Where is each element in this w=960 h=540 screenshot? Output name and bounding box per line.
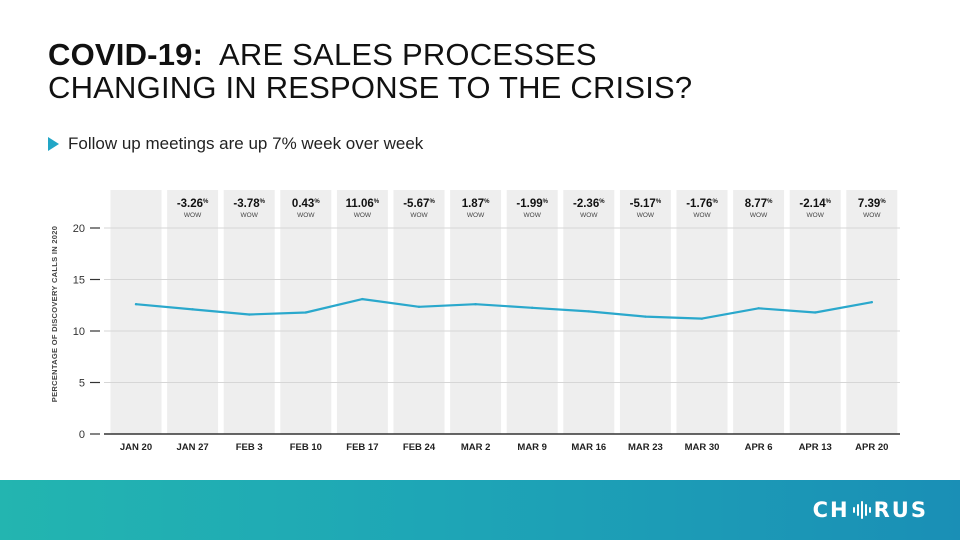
wow-value-label: 11.06% (346, 198, 380, 210)
x-tick-label: FEB 3 (236, 442, 263, 453)
data-point (814, 311, 817, 314)
wow-value-label: -5.67% (403, 198, 435, 210)
wow-value-label: -1.76% (686, 198, 718, 210)
column-band-13 (846, 190, 898, 434)
title-bold: COVID-19: (48, 37, 204, 72)
wow-value-label: 8.77% (745, 198, 773, 210)
data-point (700, 317, 704, 320)
data-point (304, 311, 307, 314)
x-tick-label: MAR 16 (571, 442, 606, 453)
column-band-7 (506, 190, 558, 434)
column-band-0 (110, 190, 162, 434)
data-point (870, 300, 873, 304)
wow-value-label: 1.87% (462, 198, 490, 210)
data-point (191, 308, 194, 311)
wow-caption: WOW (863, 212, 881, 219)
wow-caption: WOW (410, 212, 428, 219)
page-title: COVID-19: ARE SALES PROCESSES CHANGING I… (48, 38, 692, 104)
wow-caption: WOW (467, 212, 485, 219)
y-tick-label: 0 (79, 429, 85, 441)
wow-value-label: -2.36% (573, 198, 605, 210)
y-tick-label: 15 (73, 275, 85, 287)
line-chart: 0 5 10 15 20 PERCENTAGE OF DISCOVERY CALLS IN… (50, 190, 900, 453)
footer-band: CH RUS (0, 480, 960, 540)
x-tick-label: JAN 27 (176, 442, 208, 453)
subtitle: Follow up meetings are up 7% week over w… (68, 134, 424, 153)
wow-caption: WOW (524, 212, 542, 219)
wow-value-label: -3.78% (233, 198, 265, 210)
wow-caption: WOW (184, 212, 202, 219)
y-tick-label: 20 (73, 223, 85, 235)
x-tick-label: MAR 30 (685, 442, 720, 453)
title-line-2: CHANGING IN RESPONSE TO THE CRISIS? (48, 70, 693, 105)
wow-value-label: -2.14% (799, 198, 831, 210)
wow-value-label: -1.99% (516, 198, 548, 210)
data-point (587, 310, 590, 313)
wow-caption: WOW (297, 212, 315, 219)
wow-caption: WOW (580, 212, 598, 219)
data-point (531, 306, 534, 310)
wow-caption: WOW (241, 212, 259, 219)
x-tick-label: APR 6 (745, 442, 773, 453)
x-tick-label: APR 13 (799, 442, 832, 453)
wow-value-label: 7.39% (858, 198, 886, 210)
sound-wave-icon (852, 499, 872, 521)
x-tick-label: FEB 10 (290, 442, 322, 453)
wow-value-label: -3.26% (177, 198, 209, 210)
wow-value-label: 0.43% (292, 198, 320, 210)
chorus-logo: CH RUS (813, 498, 928, 522)
logo-text-left: CH (812, 498, 850, 522)
x-tick-label: MAR 2 (461, 442, 491, 453)
x-tick-label: MAR 23 (628, 442, 663, 453)
x-tick-label: FEB 17 (346, 442, 378, 453)
wow-caption: WOW (354, 212, 372, 219)
data-point (134, 303, 138, 306)
data-point (644, 315, 647, 318)
data-point (474, 303, 477, 306)
data-point (757, 307, 760, 310)
y-tick-label: 5 (79, 378, 85, 390)
column-band-10 (676, 190, 728, 434)
column-band-9 (619, 190, 671, 434)
data-point (361, 297, 364, 301)
title-rest: ARE SALES PROCESSES (219, 37, 597, 72)
column-band-4 (336, 190, 388, 434)
x-tick-label: APR 20 (855, 442, 888, 453)
logo-text-right: RUS (873, 498, 928, 522)
data-point (248, 313, 251, 316)
x-tick-label: FEB 24 (403, 442, 436, 453)
x-tick-label: JAN 20 (120, 442, 152, 453)
x-tick-label: MAR 9 (517, 442, 547, 453)
column-band-6 (450, 190, 502, 434)
wow-caption: WOW (637, 212, 655, 219)
y-axis-label: PERCENTAGE OF DISCOVERY CALLS IN 2020 (50, 226, 59, 402)
wow-value-label: -5.17% (630, 198, 662, 210)
subtitle-row: Follow up meetings are up 7% week over w… (48, 134, 423, 154)
wow-caption: WOW (693, 212, 711, 219)
wow-caption: WOW (750, 212, 768, 219)
wow-caption: WOW (807, 212, 825, 219)
bullet-arrow-icon (48, 137, 59, 151)
y-tick-label: 10 (73, 326, 85, 338)
data-point (417, 305, 421, 308)
series-line (134, 297, 873, 320)
column-band-5 (393, 190, 445, 434)
